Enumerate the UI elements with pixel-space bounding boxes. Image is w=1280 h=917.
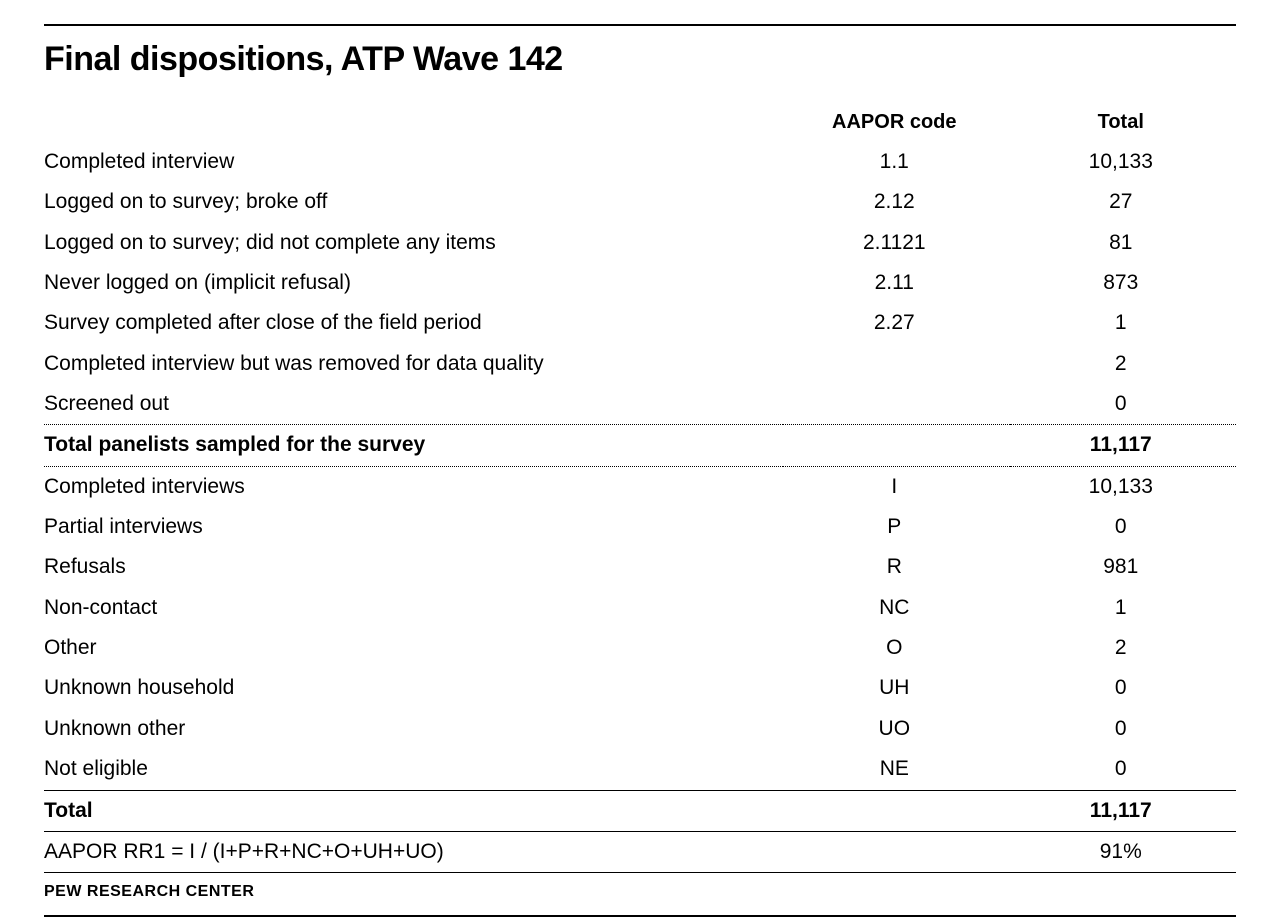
table-row: Non-contactNC1 — [44, 588, 1236, 628]
row-code: 2.12 — [783, 182, 1009, 222]
table-row: Logged on to survey; broke off2.1227 — [44, 182, 1236, 222]
row-total: 91% — [1010, 831, 1236, 872]
row-total: 11,117 — [1010, 425, 1236, 466]
row-code: 2.27 — [783, 303, 1009, 343]
row-total: 0 — [1010, 507, 1236, 547]
row-label: Completed interview but was removed for … — [44, 344, 783, 384]
table-row: Unknown otherUO0 — [44, 709, 1236, 749]
row-code: NC — [783, 588, 1009, 628]
table-body: Completed interview1.110,133Logged on to… — [44, 142, 1236, 873]
row-code — [783, 831, 1009, 872]
row-total: 981 — [1010, 547, 1236, 587]
source-attribution: PEW RESEARCH CENTER — [44, 873, 1236, 917]
row-total: 0 — [1010, 668, 1236, 708]
row-label: Survey completed after close of the fiel… — [44, 303, 783, 343]
dispositions-table: AAPOR code Total Completed interview1.11… — [44, 103, 1236, 873]
row-label: Total — [44, 790, 783, 831]
table-row: Completed interviewsI10,133 — [44, 466, 1236, 507]
table-row: OtherO2 — [44, 628, 1236, 668]
table-row: Completed interview but was removed for … — [44, 344, 1236, 384]
row-label: Partial interviews — [44, 507, 783, 547]
row-label: Logged on to survey; broke off — [44, 182, 783, 222]
row-total: 2 — [1010, 344, 1236, 384]
row-label: Refusals — [44, 547, 783, 587]
row-total: 10,133 — [1010, 142, 1236, 182]
row-total: 10,133 — [1010, 466, 1236, 507]
table-row: AAPOR RR1 = I / (I+P+R+NC+O+UH+UO) 91% — [44, 831, 1236, 872]
row-label: Never logged on (implicit refusal) — [44, 263, 783, 303]
top-rule — [44, 24, 1236, 26]
table-row: RefusalsR981 — [44, 547, 1236, 587]
row-code — [783, 344, 1009, 384]
table-row: Never logged on (implicit refusal)2.1187… — [44, 263, 1236, 303]
table-row: Total 11,117 — [44, 790, 1236, 831]
col-header-label — [44, 103, 783, 142]
row-label: Total panelists sampled for the survey — [44, 425, 783, 466]
row-code: 2.1121 — [783, 223, 1009, 263]
page-title: Final dispositions, ATP Wave 142 — [44, 40, 1236, 79]
table-row: Not eligibleNE0 — [44, 749, 1236, 790]
row-label: Non-contact — [44, 588, 783, 628]
row-label: Not eligible — [44, 749, 783, 790]
table-row: Total panelists sampled for the survey 11… — [44, 425, 1236, 466]
row-total: 1 — [1010, 303, 1236, 343]
row-code: NE — [783, 749, 1009, 790]
row-label: Completed interviews — [44, 466, 783, 507]
row-code — [783, 790, 1009, 831]
row-total: 0 — [1010, 749, 1236, 790]
table-header-row: AAPOR code Total — [44, 103, 1236, 142]
row-total: 0 — [1010, 384, 1236, 425]
row-code: P — [783, 507, 1009, 547]
row-total: 873 — [1010, 263, 1236, 303]
row-total: 11,117 — [1010, 790, 1236, 831]
row-total: 27 — [1010, 182, 1236, 222]
row-label: Other — [44, 628, 783, 668]
row-code: O — [783, 628, 1009, 668]
row-code: UO — [783, 709, 1009, 749]
row-code: 2.11 — [783, 263, 1009, 303]
row-label: Unknown other — [44, 709, 783, 749]
row-total: 2 — [1010, 628, 1236, 668]
table-row: Survey completed after close of the fiel… — [44, 303, 1236, 343]
row-label: Logged on to survey; did not complete an… — [44, 223, 783, 263]
row-code: 1.1 — [783, 142, 1009, 182]
col-header-code: AAPOR code — [783, 103, 1009, 142]
row-code — [783, 384, 1009, 425]
col-header-total: Total — [1010, 103, 1236, 142]
table-row: Screened out 0 — [44, 384, 1236, 425]
row-total: 0 — [1010, 709, 1236, 749]
row-code — [783, 425, 1009, 466]
table-row: Unknown householdUH0 — [44, 668, 1236, 708]
row-label: Completed interview — [44, 142, 783, 182]
row-total: 1 — [1010, 588, 1236, 628]
row-label: Screened out — [44, 384, 783, 425]
row-code: R — [783, 547, 1009, 587]
row-label: AAPOR RR1 = I / (I+P+R+NC+O+UH+UO) — [44, 831, 783, 872]
row-total: 81 — [1010, 223, 1236, 263]
table-row: Completed interview1.110,133 — [44, 142, 1236, 182]
table-row: Partial interviewsP0 — [44, 507, 1236, 547]
row-label: Unknown household — [44, 668, 783, 708]
row-code: UH — [783, 668, 1009, 708]
table-row: Logged on to survey; did not complete an… — [44, 223, 1236, 263]
row-code: I — [783, 466, 1009, 507]
